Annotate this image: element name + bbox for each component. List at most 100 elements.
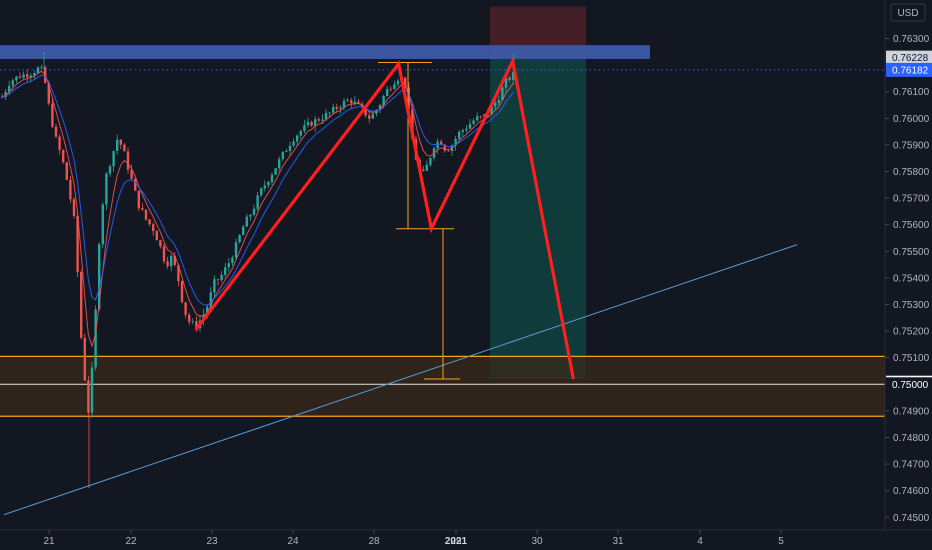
candle-body xyxy=(404,77,407,88)
candle-body xyxy=(339,107,342,109)
ma-fast-line xyxy=(1,70,514,348)
price-tick-label: 0.75300 xyxy=(893,300,930,311)
price-axis[interactable]: USD 0.763000.761000.760000.759000.758000… xyxy=(884,0,932,530)
price-tick-label: 0.76300 xyxy=(893,34,930,45)
candle-body xyxy=(274,168,277,175)
price-tag: 0.75000 xyxy=(886,377,932,392)
candle-body xyxy=(310,121,313,126)
candle-body xyxy=(180,281,184,303)
candle-body xyxy=(58,136,61,150)
time-axis-background xyxy=(0,530,932,550)
price-tick-label: 0.75700 xyxy=(893,194,930,205)
time-axis[interactable]: 21 22 23 24 28 29 30 31 2021 4 5 xyxy=(0,529,932,550)
candle-body xyxy=(83,337,86,381)
candle-body xyxy=(148,219,151,225)
price-tag: 0.76228 xyxy=(886,50,932,65)
candle-body xyxy=(357,101,360,104)
candle-body xyxy=(335,106,338,109)
candle-body xyxy=(260,188,263,196)
price-tag-label: 0.75000 xyxy=(892,380,929,391)
candle-body xyxy=(422,169,425,171)
candle-body xyxy=(332,106,335,113)
candle-body xyxy=(130,169,133,179)
candle-body xyxy=(490,106,493,115)
candle-body xyxy=(108,166,112,174)
candle-body xyxy=(368,115,371,119)
candle-body xyxy=(177,264,180,282)
candle-body xyxy=(170,255,173,267)
candle-body xyxy=(65,162,68,180)
candle-body xyxy=(116,139,119,152)
candle-body xyxy=(76,215,79,273)
candle-body xyxy=(166,261,169,267)
price-tick-label: 0.75900 xyxy=(893,140,930,151)
candle-body xyxy=(249,214,252,217)
candle-body xyxy=(141,208,144,210)
price-tick-label: 0.75800 xyxy=(893,167,930,178)
candle-body xyxy=(134,178,137,191)
candle-body xyxy=(454,138,457,146)
candle-body xyxy=(504,77,508,88)
candle-body xyxy=(137,190,140,209)
candle-body xyxy=(126,151,130,170)
currency-button-frame xyxy=(890,3,926,22)
candle-body xyxy=(195,321,198,329)
candle-body xyxy=(270,174,274,182)
candle-body xyxy=(407,87,410,109)
candle-body xyxy=(238,235,241,243)
candle-body xyxy=(378,105,382,111)
candle-body xyxy=(267,181,270,186)
candle-body xyxy=(87,380,90,413)
candle-body xyxy=(476,116,479,121)
candle-body xyxy=(119,139,122,145)
candle-body xyxy=(447,150,450,152)
candle-body xyxy=(296,135,299,142)
candle-body xyxy=(278,159,281,169)
candle-body xyxy=(328,112,331,114)
candle-body xyxy=(162,246,166,262)
price-tick-label: 0.74500 xyxy=(893,513,930,524)
price-tag-background xyxy=(886,377,932,392)
candle-body xyxy=(191,321,194,323)
ma-slow-line xyxy=(1,74,514,306)
candle-body xyxy=(184,302,187,315)
candle-body xyxy=(285,150,288,152)
price-tick-label: 0.75200 xyxy=(893,327,930,338)
moving-averages-layer xyxy=(1,70,514,348)
candle-body xyxy=(458,131,461,139)
candle-body xyxy=(321,119,324,121)
candle-body xyxy=(152,224,155,231)
candle-body xyxy=(159,240,162,247)
candle-body xyxy=(213,279,216,293)
candle-body xyxy=(396,80,400,85)
candle-body xyxy=(227,263,230,268)
price-tick-label: 0.76000 xyxy=(893,114,930,125)
candle-body xyxy=(36,67,40,74)
candle-body xyxy=(393,84,396,90)
candle-body xyxy=(29,75,32,78)
price-tag-background xyxy=(886,62,932,77)
price-tag-label: 0.76228 xyxy=(892,53,929,64)
candle-body xyxy=(216,279,220,281)
candle-body xyxy=(288,145,292,151)
time-tick-label: 4 xyxy=(697,536,703,547)
candle-body xyxy=(425,164,428,171)
candle-body xyxy=(306,121,310,126)
candle-body xyxy=(0,97,4,98)
candle-body xyxy=(389,88,392,90)
candle-body xyxy=(188,314,191,322)
price-tick-label: 0.74800 xyxy=(893,433,930,444)
candle-body xyxy=(90,367,94,413)
candle-body xyxy=(411,108,414,140)
candle-body xyxy=(4,91,7,98)
candle-body xyxy=(123,144,126,152)
price-ticks: 0.76300 0.76100 0.76000 0.75900 0.75800 0.757… xyxy=(885,34,930,524)
price-tag-label: 0.76182 xyxy=(892,65,929,76)
candle-body xyxy=(303,125,306,132)
currency-button[interactable]: USD xyxy=(890,3,926,22)
candle-body xyxy=(350,100,353,104)
candle-body xyxy=(155,230,158,241)
drawings-layer xyxy=(3,56,798,516)
